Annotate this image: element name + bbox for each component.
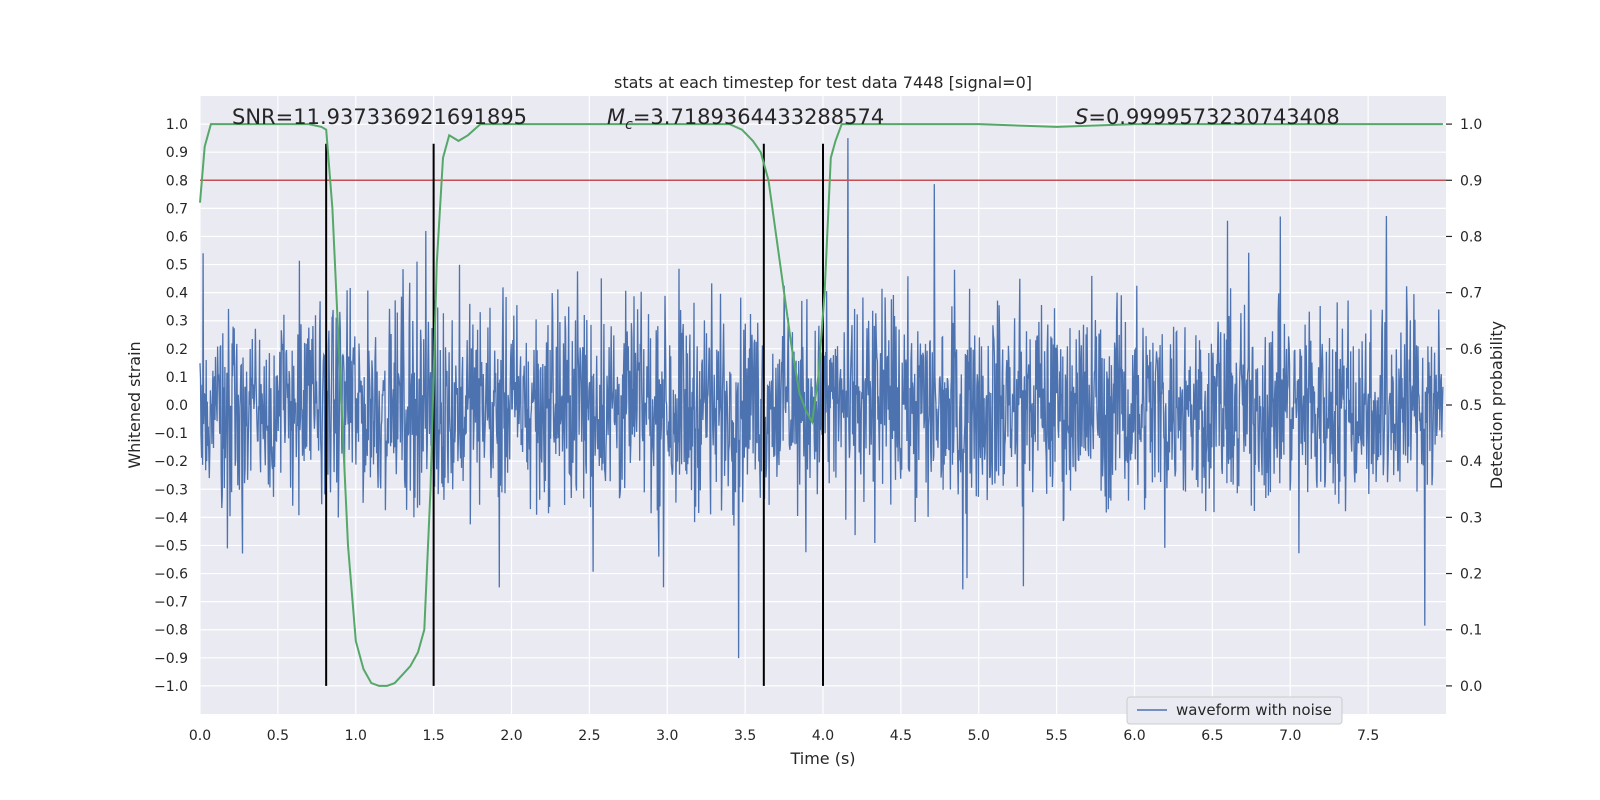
score-value: =0.9999573230743408 — [1088, 105, 1339, 129]
x-tick-label: 4.5 — [890, 728, 912, 744]
score-symbol: S — [1075, 105, 1088, 129]
y-tick-label: −0.1 — [154, 426, 188, 442]
x-tick-label: 2.5 — [578, 728, 600, 744]
y-tick-label: 0.0 — [166, 398, 188, 414]
y-tick-label: −0.4 — [154, 510, 188, 526]
probability-line — [199, 123, 1443, 687]
x-axis-ticks: 0.0 0.5 1.0 1.5 2.0 2.5 3.0 3.5 4.0 4.5 5.0 5.5 6.0 6… — [189, 728, 1379, 744]
probability-series — [199, 123, 1443, 687]
x-tick-label: 3.0 — [656, 728, 678, 744]
y-tick-label-right: 0.0 — [1460, 679, 1482, 695]
x-tick-label: 3.5 — [734, 728, 756, 744]
y-tick-label: −0.8 — [154, 623, 188, 639]
x-axis-label: Time (s) — [789, 749, 855, 768]
y-tick-label-right: 0.9 — [1460, 173, 1482, 189]
y-tick-label: −0.7 — [154, 595, 188, 611]
y-tick-label: 0.4 — [166, 286, 188, 302]
y-tick-label: 0.7 — [166, 201, 188, 217]
x-tick-label: 1.0 — [345, 728, 367, 744]
x-tick-label: 2.0 — [500, 728, 522, 744]
y-tick-label: −0.5 — [154, 538, 188, 554]
y-tick-label-right: 0.6 — [1460, 342, 1482, 358]
x-tick-label: 0.0 — [189, 728, 211, 744]
snr-annotation: SNR=11.937336921691895 — [232, 105, 527, 129]
x-tick-label: 6.0 — [1123, 728, 1145, 744]
right-axis-ticks: 1.0 0.9 0.8 0.7 0.6 0.5 0.4 0.3 0.2 0.1 0.0 — [1446, 117, 1482, 695]
left-axis-ticks: 1.0 0.9 0.8 0.7 0.6 0.5 0.4 0.3 0.2 0.1 0.0 −0.1 −0.… — [154, 117, 188, 695]
legend: waveform with noise — [1126, 696, 1343, 725]
y-axis-label: Whitened strain — [125, 341, 144, 468]
y-tick-label-right: 0.3 — [1460, 510, 1482, 526]
y-tick-label: 0.9 — [166, 145, 188, 161]
score-annotation: S=0.9999573230743408 — [1075, 105, 1340, 129]
chart-title: stats at each timestep for test data 744… — [614, 73, 1032, 92]
y-tick-label: 0.6 — [166, 229, 188, 245]
y-tick-label-right: 0.7 — [1460, 286, 1482, 302]
waveform-line — [199, 138, 1444, 659]
y-tick-label: −0.6 — [154, 567, 188, 583]
waveform-series — [199, 138, 1444, 659]
y-tick-label: 0.1 — [166, 370, 188, 386]
x-tick-label: 0.5 — [267, 728, 289, 744]
y-tick-label-right: 0.1 — [1460, 623, 1482, 639]
x-tick-label: 6.5 — [1201, 728, 1223, 744]
y-tick-label: −0.3 — [154, 482, 188, 498]
y-tick-label-right: 0.8 — [1460, 229, 1482, 245]
x-tick-label: 1.5 — [422, 728, 444, 744]
chirp-mass-annotation: Mc=3.7189364433288574 — [607, 105, 884, 133]
y-tick-label: 0.5 — [166, 258, 188, 274]
y-tick-label: −0.9 — [154, 651, 188, 667]
y-tick-label: −1.0 — [154, 679, 188, 695]
y-tick-label-right: 0.2 — [1460, 567, 1482, 583]
y-tick-label-right: 0.5 — [1460, 398, 1482, 414]
x-tick-label: 7.0 — [1279, 728, 1301, 744]
y-tick-label: 0.3 — [166, 314, 188, 330]
x-tick-label: 5.5 — [1045, 728, 1067, 744]
y-tick-label: 0.8 — [166, 173, 188, 189]
y-tick-label: −0.2 — [154, 454, 188, 470]
chirp-mass-subscript: c — [625, 117, 633, 133]
y-axis-label-right: Detection probability — [1487, 321, 1506, 489]
legend-box — [1126, 696, 1343, 725]
y-tick-label-right: 1.0 — [1460, 117, 1482, 133]
event-markers — [325, 143, 824, 686]
y-tick-label-right: 0.4 — [1460, 454, 1482, 470]
chirp-mass-symbol: M — [607, 105, 625, 129]
x-tick-label: 4.0 — [812, 728, 834, 744]
x-tick-label: 5.0 — [968, 728, 990, 744]
legend-label: waveform with noise — [1176, 701, 1332, 719]
x-tick-label: 7.5 — [1357, 728, 1379, 744]
chirp-mass-value: =3.7189364433288574 — [633, 105, 884, 129]
y-tick-label: 0.2 — [166, 342, 188, 358]
y-tick-label: 1.0 — [166, 117, 188, 133]
